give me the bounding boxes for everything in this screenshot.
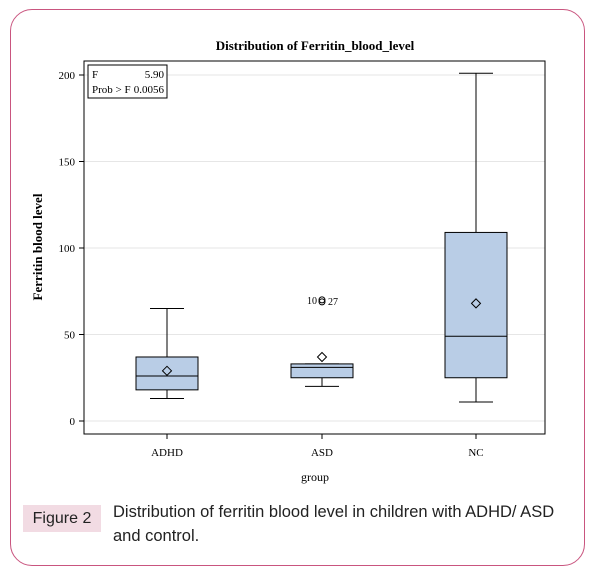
outlier-marker (318, 296, 326, 304)
iqr-box (135, 356, 199, 391)
mean-marker (161, 365, 173, 377)
box-nc (444, 72, 508, 403)
stats-box: F 5.90 Prob > F 0.0056 (87, 64, 168, 99)
x-axis: ADHD ASD NC (151, 434, 484, 459)
y-tick-label: 200 (59, 70, 76, 82)
stats-value: 0.0056 (134, 84, 165, 96)
iqr-box (444, 231, 508, 379)
x-tick-label: ADHD (151, 447, 183, 459)
x-axis-label: group (301, 470, 329, 484)
outlier-marker (318, 298, 326, 306)
x-tick-label: ASD (311, 447, 333, 459)
stats-label: F (92, 69, 98, 81)
outlier-label: 27 (328, 297, 338, 308)
stats-label: Prob > F (92, 84, 131, 96)
mean-marker (316, 351, 328, 363)
iqr-box (290, 363, 354, 379)
y-tick-label: 150 (59, 157, 76, 169)
outlier-label: 10 (307, 296, 317, 307)
box-series: 10 27 (135, 72, 508, 403)
stats-box-border (87, 64, 168, 99)
chart-title: Distribution of Ferritin_blood_level (216, 38, 415, 53)
box-asd: 10 27 (290, 296, 354, 387)
y-tick-label: 50 (64, 330, 76, 342)
box-adhd (135, 308, 199, 400)
y-axis-label: Ferritin blood level (30, 193, 45, 300)
figure-label: Figure 2 (23, 505, 101, 532)
y-tick-label: 100 (59, 243, 76, 255)
y-axis: 0 50 100 150 200 (59, 70, 84, 428)
stats-value: 5.90 (145, 69, 165, 81)
y-tick-label: 0 (70, 416, 76, 428)
x-tick-label: NC (468, 447, 483, 459)
figure-caption: Distribution of ferritin blood level in … (113, 503, 555, 545)
mean-marker (470, 298, 482, 309)
